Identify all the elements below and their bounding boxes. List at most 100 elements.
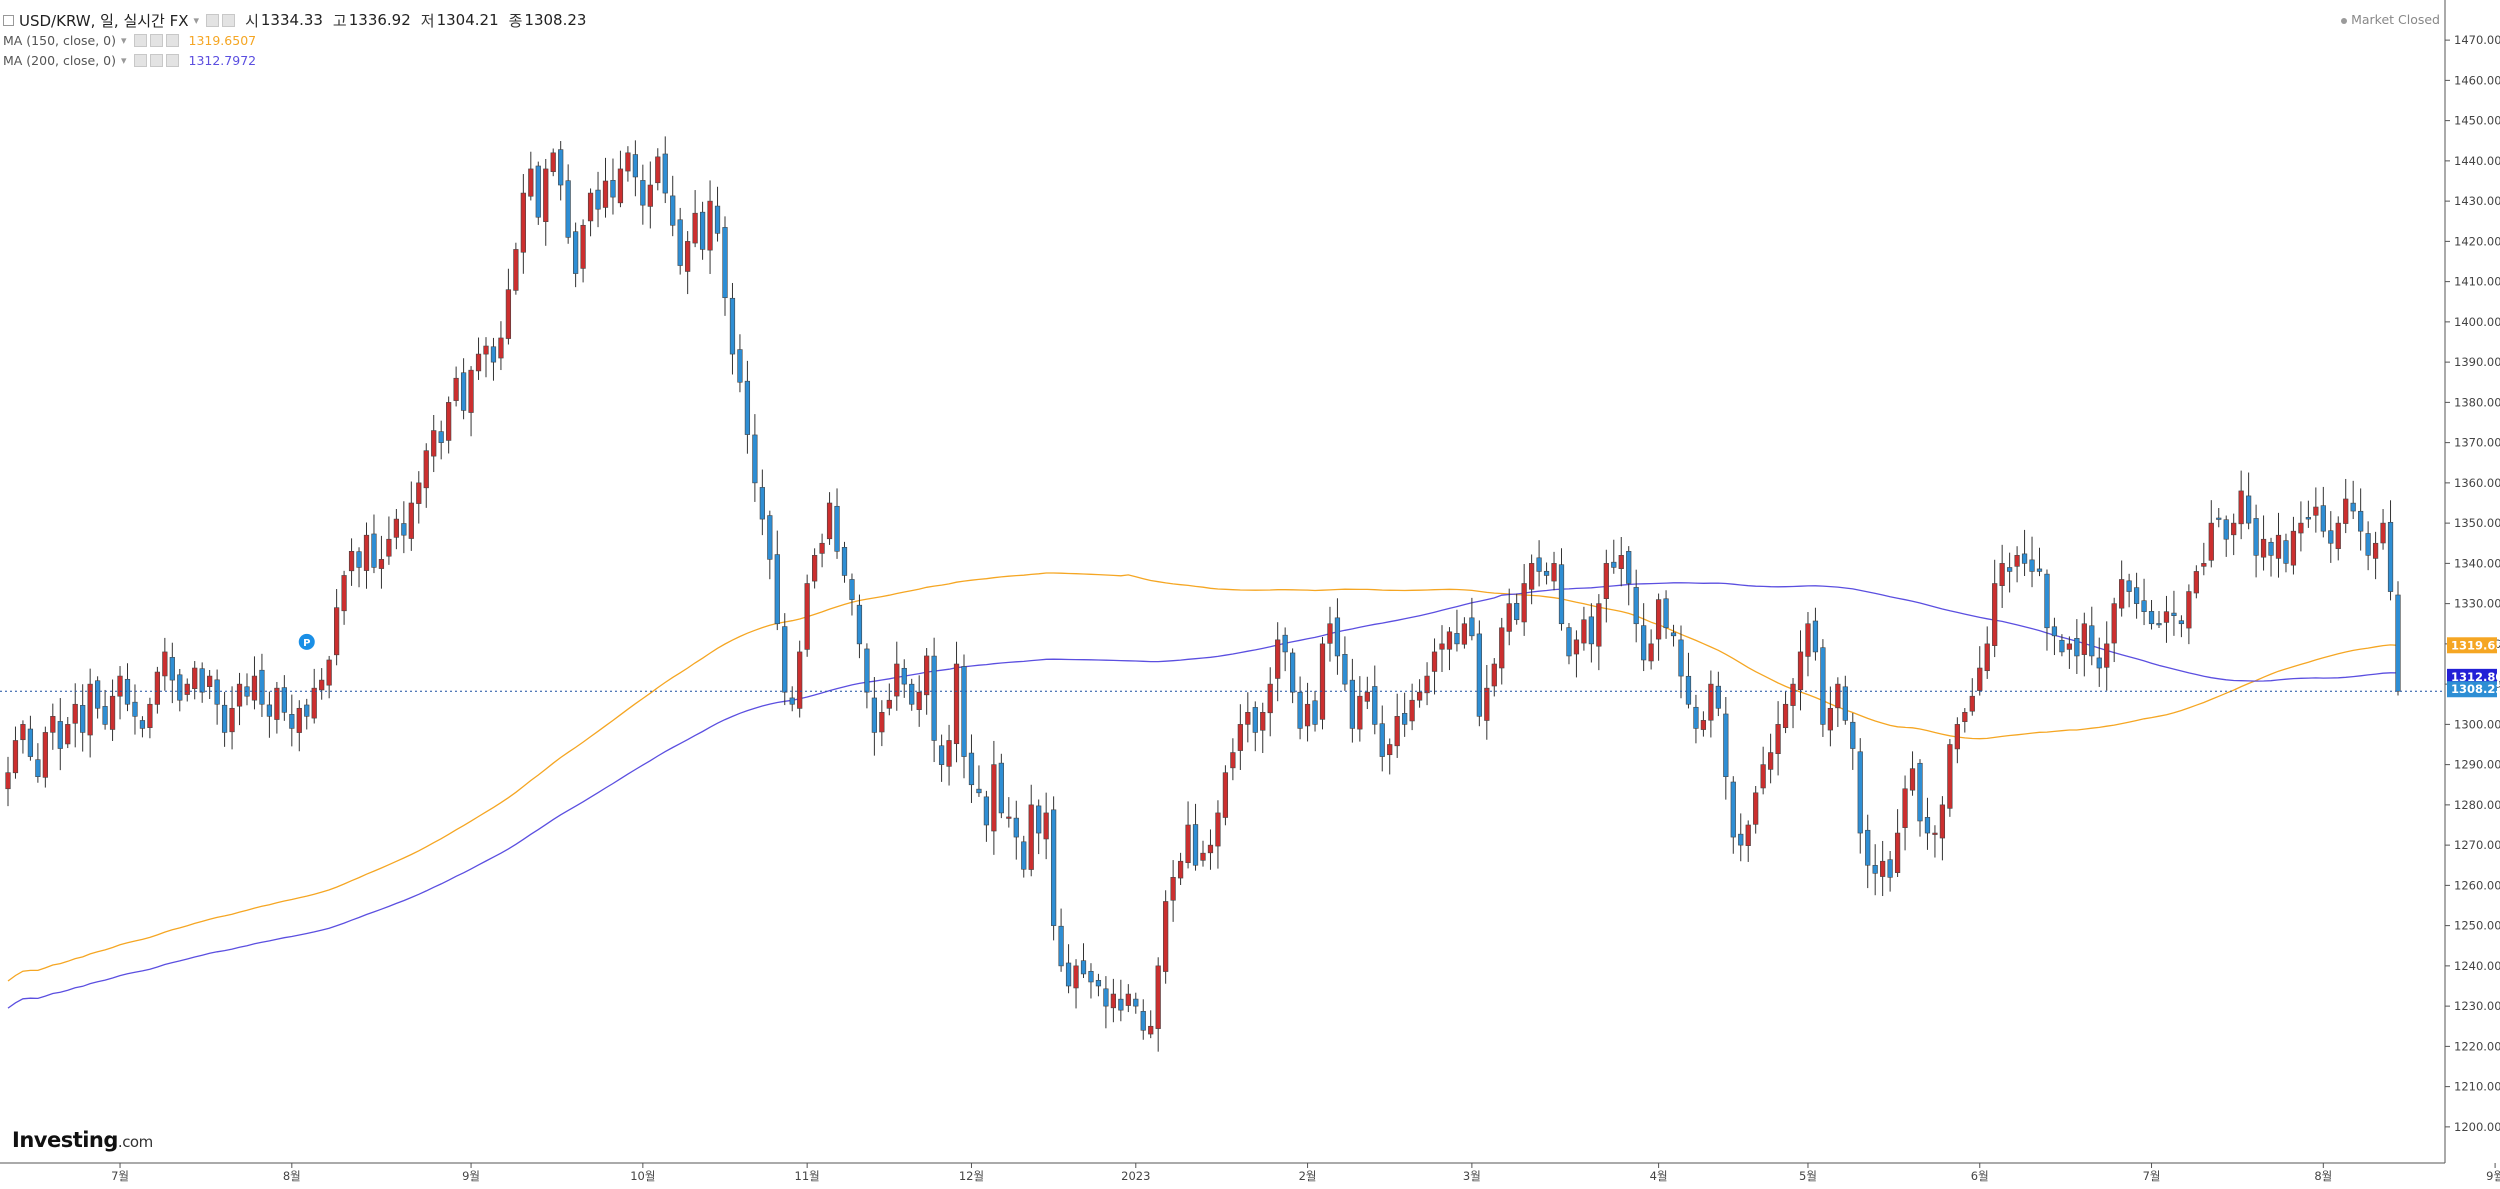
candle xyxy=(1424,662,1430,706)
candle xyxy=(655,148,661,191)
candle-body xyxy=(1312,700,1318,725)
candle xyxy=(797,640,803,718)
candle xyxy=(1036,799,1042,855)
candle-body xyxy=(498,337,504,359)
ma150-caret-icon[interactable]: ▾ xyxy=(120,33,127,47)
event-marker[interactable]: P xyxy=(298,633,315,650)
candle-body xyxy=(894,663,900,697)
candle-body xyxy=(2335,522,2341,549)
ma200-settings-icon[interactable] xyxy=(149,53,163,67)
candle xyxy=(871,677,877,756)
candle-body xyxy=(319,679,325,691)
candle xyxy=(259,653,265,717)
dropdown-caret-icon[interactable]: ▾ xyxy=(193,13,200,27)
candle-body xyxy=(1917,762,1923,822)
candle-body xyxy=(431,430,437,457)
candle xyxy=(1700,711,1707,737)
ma150-settings-icon[interactable] xyxy=(149,33,163,47)
candle xyxy=(207,669,213,699)
candle xyxy=(2305,500,2311,528)
investing-logo[interactable]: Investing.com xyxy=(12,1128,153,1152)
candle-body xyxy=(1514,602,1520,621)
candle-body xyxy=(1880,860,1886,877)
candle-body xyxy=(2051,626,2058,637)
candle xyxy=(334,589,340,666)
candle xyxy=(2290,516,2297,575)
low-value: 1304.21 xyxy=(436,11,499,29)
candle xyxy=(722,216,728,316)
time-axis[interactable]: 7월8월9월10월11월12월20232월3월4월5월6월7월8월9월10월11… xyxy=(0,1162,2500,1183)
candle-body xyxy=(1155,965,1161,1029)
candle xyxy=(849,573,855,616)
candle xyxy=(1872,844,1878,896)
candle xyxy=(573,222,579,288)
candle xyxy=(1058,908,1064,972)
ma150-eye-icon[interactable] xyxy=(133,33,147,47)
candle xyxy=(1290,648,1296,704)
market-status-text: Market Closed xyxy=(2351,12,2440,27)
candle xyxy=(2268,537,2274,577)
candle xyxy=(199,662,205,703)
candle xyxy=(1200,840,1206,867)
candle-body xyxy=(1872,865,1878,874)
candle xyxy=(804,574,810,657)
price-axis[interactable]: 1200.00 1210.00 1220.00 1230.00 1240.00 1250.… xyxy=(2444,0,2500,1163)
candle-body xyxy=(1006,816,1012,819)
candle xyxy=(640,164,646,225)
candle xyxy=(446,396,452,454)
candle xyxy=(1782,691,1789,734)
ma200-caret-icon[interactable]: ▾ xyxy=(120,53,127,67)
candle xyxy=(2328,511,2334,563)
candle-body xyxy=(1088,971,1094,983)
candle xyxy=(20,720,26,754)
candle xyxy=(1222,765,1229,826)
candle xyxy=(296,700,302,752)
event-marker-circle[interactable] xyxy=(298,633,315,650)
candle xyxy=(931,637,937,763)
candle-body xyxy=(1275,639,1281,679)
collapse-square-icon[interactable] xyxy=(3,14,14,26)
candle-body xyxy=(2350,502,2356,512)
candle xyxy=(1088,963,1094,999)
candle xyxy=(1110,978,1116,1023)
candle xyxy=(699,201,706,260)
candle-body xyxy=(1133,998,1139,1007)
candle xyxy=(1939,796,1946,861)
candle xyxy=(1387,738,1393,775)
candle xyxy=(1080,943,1087,979)
candle-body xyxy=(1439,643,1445,650)
candle-body xyxy=(1058,925,1064,967)
candle-body xyxy=(1394,716,1400,747)
ma150-close-icon[interactable] xyxy=(165,33,179,47)
candle-body xyxy=(1424,675,1430,694)
candle xyxy=(154,666,160,714)
ma200-close-icon[interactable] xyxy=(165,53,179,67)
candle-body xyxy=(513,249,519,291)
candle-body xyxy=(2148,611,2155,625)
eye-toggle-icon[interactable] xyxy=(206,13,220,27)
candle-body xyxy=(207,675,213,687)
price-tick-label: 1360.00 xyxy=(2454,476,2500,490)
candle-body xyxy=(416,482,422,504)
candle xyxy=(2231,513,2237,556)
candle-body xyxy=(192,667,198,690)
candle-body xyxy=(1021,841,1027,870)
candle xyxy=(587,188,594,237)
candle xyxy=(2119,560,2125,617)
candle xyxy=(1148,1010,1154,1039)
candle-body xyxy=(236,683,243,707)
settings-icon[interactable] xyxy=(222,13,236,27)
candle xyxy=(72,683,78,748)
price-tick-label: 1390.00 xyxy=(2454,355,2500,369)
candle-body xyxy=(647,184,653,207)
ma200-eye-icon[interactable] xyxy=(133,53,147,67)
candle xyxy=(1551,551,1557,591)
candle-body xyxy=(998,762,1004,814)
candle xyxy=(251,656,258,710)
candle-body xyxy=(2268,541,2274,556)
ma200-label: MA (200, close, 0) xyxy=(3,52,116,68)
candle xyxy=(1267,667,1273,737)
price-tag xyxy=(2447,668,2497,685)
